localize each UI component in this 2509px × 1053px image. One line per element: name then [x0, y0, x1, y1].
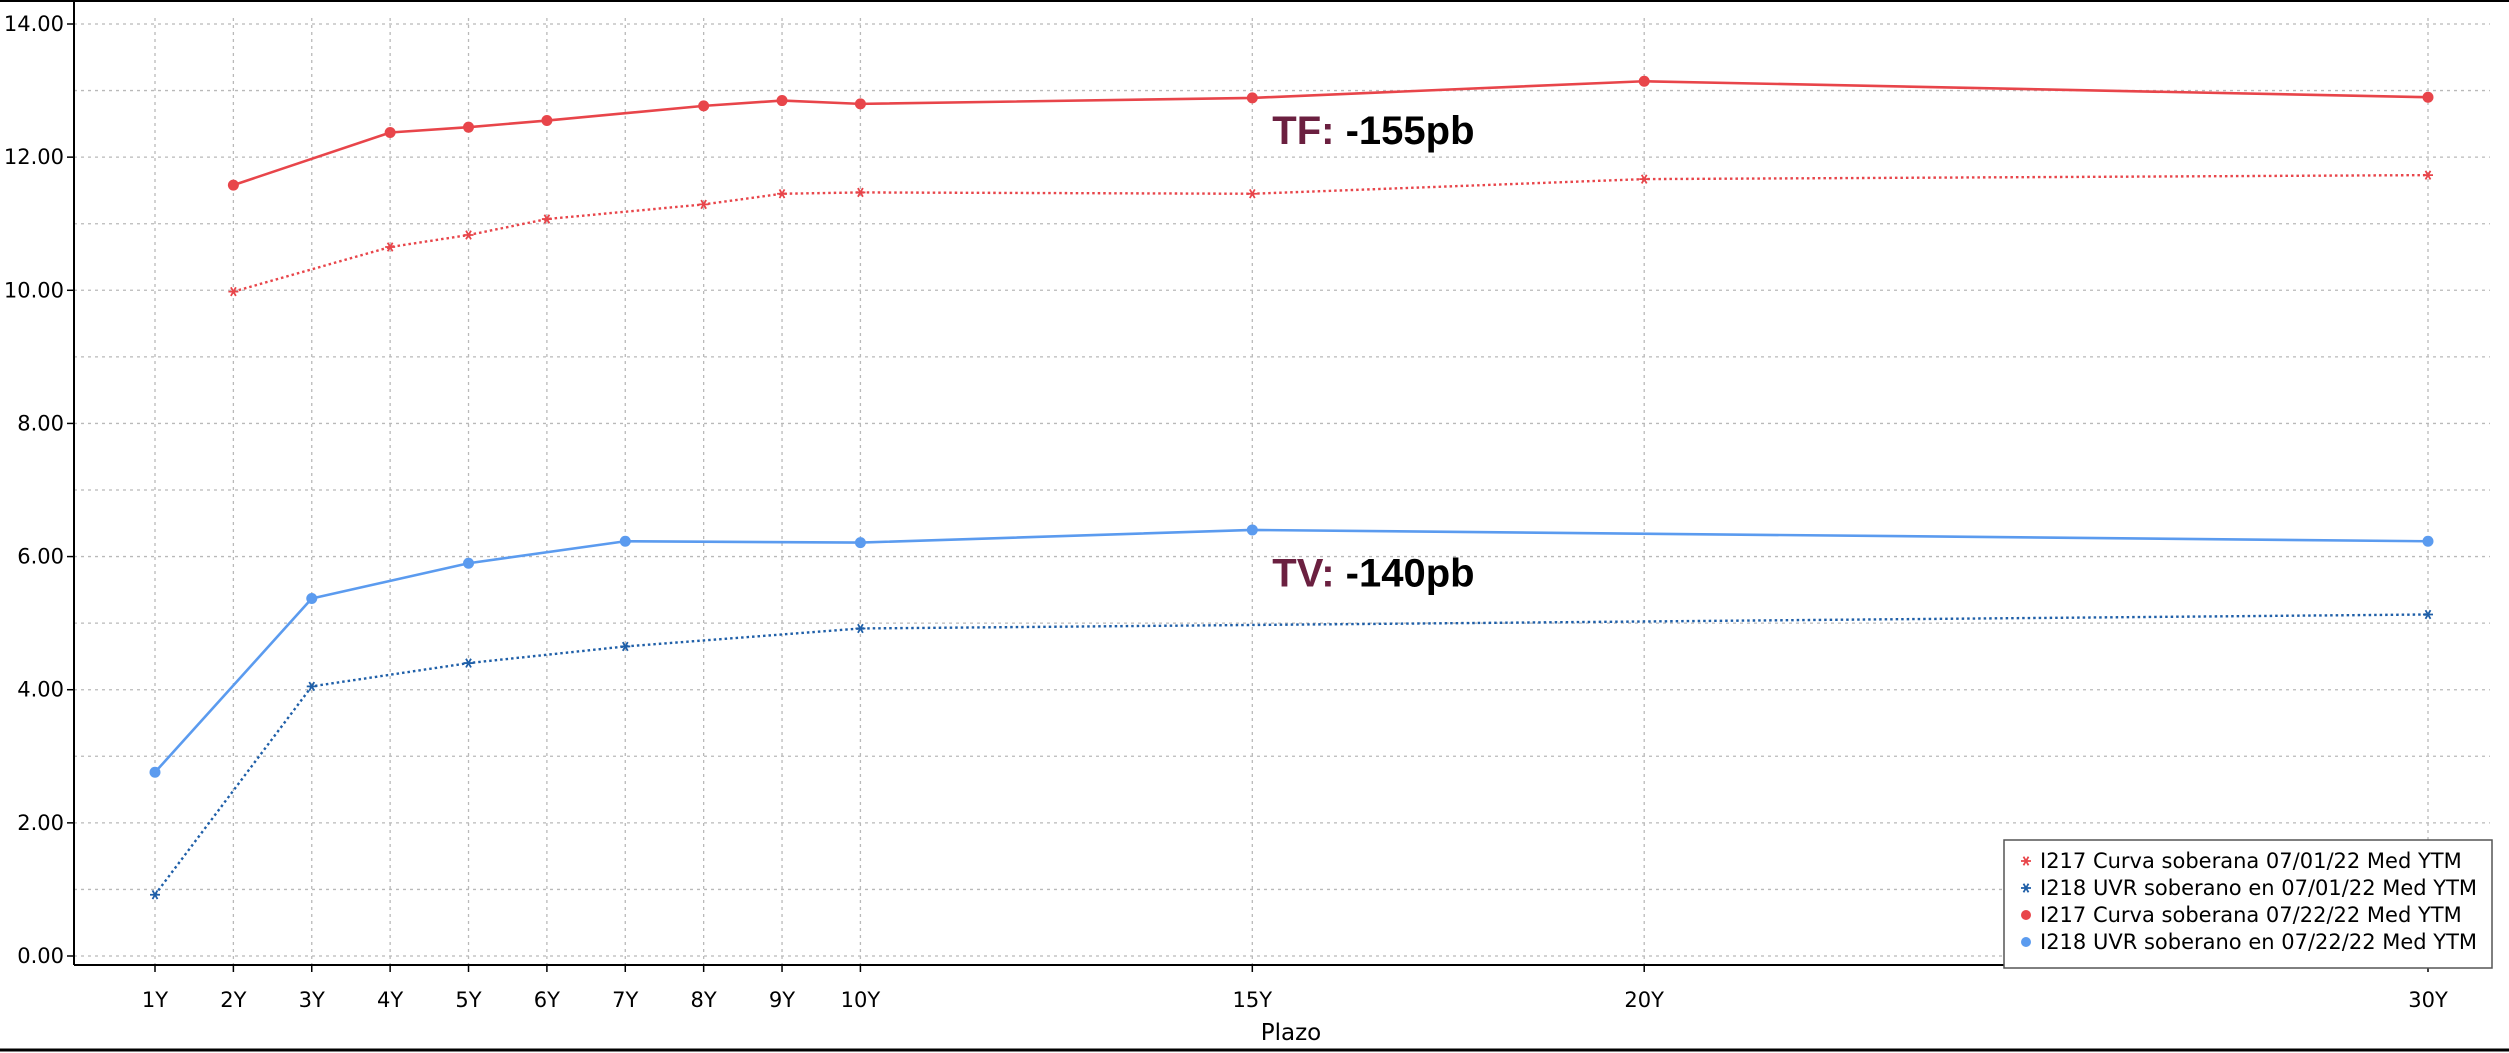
data-point	[777, 188, 788, 199]
y-tick-label: 14.00	[4, 12, 64, 36]
x-tick-label: 8Y	[691, 988, 717, 1012]
data-point	[1638, 75, 1650, 87]
x-tick-label: 9Y	[769, 988, 795, 1012]
x-tick-label: 10Y	[841, 988, 881, 1012]
y-tick-label: 4.00	[17, 678, 64, 702]
data-point	[1246, 524, 1258, 536]
series-line	[233, 173, 2429, 293]
data-point	[2422, 91, 2434, 103]
annotation-value: -155pb	[1334, 109, 1474, 153]
legend-entry: I217 Curva soberana 07/01/22 Med YTM	[2040, 849, 2462, 873]
x-axis-ticks: 1Y 2Y 3Y 4Y 5Y 6Y 7Y 8Y 9Y 10Y 15Y 20Y 30Y	[142, 965, 2448, 1012]
series-2	[150, 609, 2433, 900]
annotation-1: TF: -155pb	[1272, 109, 1474, 153]
data-point	[306, 593, 318, 605]
annotation-label: TF:	[1272, 109, 1334, 153]
data-point	[2423, 609, 2433, 620]
annotation-value: -140pb	[1335, 552, 1475, 596]
data-point	[1247, 188, 1258, 199]
x-tick-label: 20Y	[1624, 988, 1664, 1012]
legend-marker	[2021, 883, 2031, 893]
annotation-label: TV:	[1272, 552, 1334, 596]
x-tick-label: 30Y	[2408, 988, 2448, 1012]
data-point	[1639, 174, 1650, 184]
legend-box	[2003, 839, 2493, 969]
legend: I217 Curva soberana 07/01/22 Med YTM I218…	[2003, 839, 2493, 969]
x-tick-label: 15Y	[1233, 988, 1273, 1012]
legend-entry: I217 Curva soberana 07/22/22 Med YTM	[2040, 903, 2462, 927]
x-tick-label: 5Y	[455, 988, 481, 1012]
y-tick-label: 6.00	[17, 545, 64, 569]
data-point	[227, 179, 239, 191]
y-tick-label: 8.00	[17, 411, 64, 435]
x-axis-label: Plazo	[1261, 1020, 1322, 1046]
y-tick-label: 10.00	[4, 278, 64, 302]
data-point	[384, 127, 396, 139]
y-axis-ticks: 0.00 2.00 4.00 6.00 8.00 10.00 12.00 14.00	[4, 12, 74, 968]
y-tick-label: 2.00	[17, 811, 64, 835]
x-tick-label: 7Y	[612, 988, 638, 1012]
data-point	[620, 641, 631, 652]
legend-marker	[2021, 910, 2031, 920]
legend-marker	[2021, 937, 2031, 947]
data-point	[855, 623, 866, 634]
x-tick-label: 1Y	[142, 988, 168, 1012]
data-point	[541, 115, 553, 127]
data-point	[463, 230, 474, 240]
data-point	[306, 681, 317, 692]
data-point	[854, 98, 866, 110]
data-point	[776, 95, 788, 107]
data-point	[463, 557, 475, 569]
legend-entry: I218 UVR soberano en 07/22/22 Med YTM	[2040, 930, 2477, 954]
legend-marker	[2021, 856, 2031, 866]
data-point	[698, 100, 710, 112]
data-point	[385, 242, 396, 252]
series-line	[232, 79, 2429, 187]
data-point	[228, 286, 239, 297]
x-tick-label: 3Y	[299, 988, 325, 1012]
x-tick-label: 6Y	[534, 988, 560, 1012]
series-group	[149, 75, 2434, 900]
data-point	[2423, 170, 2433, 180]
x-tick-label: 4Y	[377, 988, 403, 1012]
series-4	[149, 524, 2434, 778]
data-point	[1246, 92, 1258, 104]
data-point	[619, 535, 631, 547]
data-point	[150, 889, 160, 900]
data-point	[149, 766, 161, 778]
series-1	[228, 170, 2433, 297]
legend-entry: I218 UVR soberano en 07/01/22 Med YTM	[2040, 876, 2477, 900]
data-point	[854, 537, 866, 549]
y-tick-label: 12.00	[4, 145, 64, 169]
data-point	[463, 121, 475, 133]
y-tick-label: 0.00	[17, 944, 64, 968]
data-point	[698, 199, 709, 210]
annotation-2: TV: -140pb	[1272, 552, 1474, 596]
data-point	[463, 658, 474, 668]
data-point	[2422, 535, 2434, 547]
annotations: TF: -155pb TV: -140pb	[1272, 109, 1474, 596]
series-3	[227, 75, 2434, 191]
series-line	[154, 613, 2429, 896]
data-point	[855, 187, 866, 198]
x-tick-label: 2Y	[220, 988, 246, 1012]
data-point	[541, 214, 552, 224]
